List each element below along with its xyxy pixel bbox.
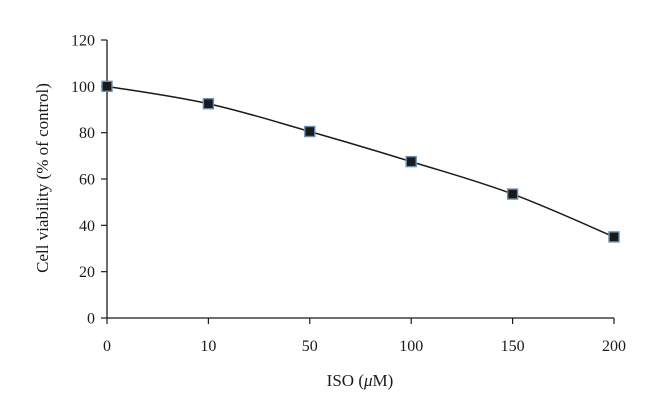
- x-tick-label: 10: [200, 338, 216, 355]
- y-tick-label: 120: [71, 33, 95, 50]
- data-point-marker: [405, 155, 417, 168]
- series-line: [106, 85, 615, 238]
- y-tick-label: 0: [87, 311, 95, 328]
- y-tick-label: 80: [79, 125, 95, 142]
- x-axis-title: ISO (μM): [327, 371, 394, 390]
- x-tick-label: 150: [501, 338, 525, 355]
- data-point-marker: [101, 80, 113, 93]
- x-tick-label: 50: [302, 338, 318, 355]
- x-tick-label: 200: [602, 338, 626, 355]
- x-tick-label: 0: [103, 338, 111, 355]
- data-point-marker: [506, 188, 519, 200]
- data-series: [101, 80, 620, 243]
- y-tick-label: 60: [79, 172, 95, 189]
- x-axis-ticks: 0 10 50 100 150 200: [103, 318, 626, 355]
- data-point-marker: [304, 125, 316, 138]
- y-tick-label: 40: [79, 218, 95, 235]
- data-point-marker: [202, 98, 215, 110]
- y-axis-title: Cell viability (% of control): [33, 83, 52, 273]
- y-tick-label: 100: [71, 79, 95, 96]
- y-axis-ticks: 0 20 40 60 80 100 120: [71, 33, 107, 328]
- y-tick-label: 20: [79, 264, 95, 281]
- axes: [106, 40, 614, 319]
- data-point-marker: [608, 231, 620, 243]
- x-tick-label: 100: [399, 338, 423, 355]
